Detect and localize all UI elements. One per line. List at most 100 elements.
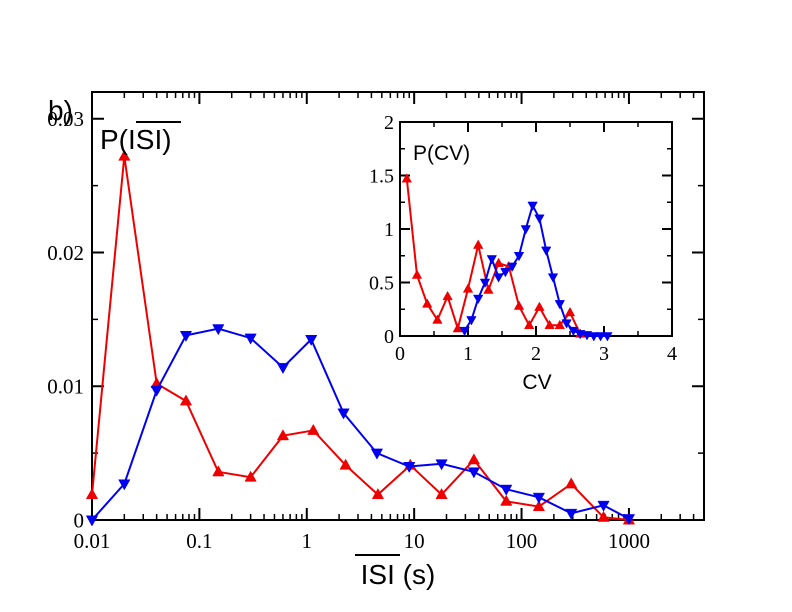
data-point-red [565, 477, 578, 489]
main-title: P(ISI) [100, 124, 172, 155]
data-point-red [276, 429, 290, 441]
data-point-red [432, 314, 443, 324]
data-point-blue [561, 319, 572, 329]
y-tick-label: 1 [384, 219, 394, 241]
data-point-red [339, 458, 352, 470]
data-point-blue [370, 448, 384, 460]
data-point-blue [337, 408, 350, 420]
data-point-blue [435, 459, 448, 471]
data-point-blue [244, 333, 257, 345]
main-title-group: P(ISI) [100, 121, 181, 155]
series-line-red [91, 156, 630, 521]
data-point-blue [513, 252, 525, 262]
x-tick-label: 10 [404, 529, 425, 553]
data-point-blue [534, 214, 545, 224]
x-tick-label: 100 [506, 529, 538, 553]
data-point-red [307, 423, 320, 435]
data-point-red [532, 500, 546, 512]
y-tick-label: 0 [384, 326, 394, 348]
data-point-red [544, 319, 555, 330]
data-point-blue [588, 332, 599, 342]
y-tick-label: 1.5 [369, 166, 394, 188]
y-tick-label: 0 [74, 508, 85, 532]
x-tick-label: 1 [302, 529, 313, 553]
data-point-red [500, 494, 513, 506]
main-xlabel-group: ISI (s) [355, 554, 436, 590]
data-point-blue [527, 201, 538, 211]
y-tick-label: 0.5 [369, 273, 394, 295]
data-point-red [179, 394, 193, 406]
x-tick-label: 4 [667, 343, 677, 365]
data-point-blue [486, 255, 497, 265]
data-point-red [467, 453, 481, 465]
data-point-blue [520, 225, 531, 235]
data-point-red [473, 239, 484, 249]
data-point-blue [595, 332, 606, 342]
data-point-blue [500, 268, 511, 278]
main-panel-label-group: b) [48, 95, 73, 126]
x-tick-label: 0.01 [74, 529, 111, 553]
series-blue [459, 201, 613, 342]
data-point-blue [276, 363, 290, 375]
data-point-blue [532, 492, 546, 504]
x-tick-label: 1 [463, 343, 473, 365]
data-point-red [212, 465, 225, 477]
data-point-blue [212, 324, 225, 336]
main-x-axis-label: ISI (s) [361, 559, 436, 590]
data-point-blue [85, 515, 99, 527]
series-line-blue [463, 202, 608, 337]
data-point-blue [565, 508, 578, 520]
series-line-blue [91, 327, 630, 521]
data-point-red [462, 283, 474, 293]
data-point-blue [547, 273, 559, 283]
series-red [401, 173, 586, 338]
data-point-blue [179, 330, 193, 342]
data-point-red [244, 470, 257, 482]
data-point-blue [479, 278, 491, 289]
inset-series [401, 173, 613, 342]
data-point-blue [507, 262, 518, 272]
y-tick-label: 0.03 [47, 107, 84, 131]
series-blue [85, 324, 636, 527]
data-point-red [534, 301, 545, 311]
data-point-blue [554, 300, 565, 310]
y-tick-label: 0.02 [47, 241, 84, 265]
main-series [85, 149, 636, 527]
data-point-red [401, 173, 412, 183]
data-point-red [513, 300, 525, 310]
data-point-red [597, 510, 610, 522]
data-point-red [85, 488, 99, 500]
inset-ticks: 0 1 2 3 4 0 0.5 1 1.5 2 [369, 112, 677, 365]
x-tick-label: 2 [531, 343, 541, 365]
data-point-blue [597, 500, 610, 512]
inset-x-axis-label: CV [522, 371, 551, 394]
data-point-blue [493, 273, 504, 283]
y-tick-label: 0.01 [47, 375, 84, 399]
data-point-red [483, 284, 494, 294]
data-point-blue [467, 467, 481, 479]
data-point-blue [622, 514, 636, 526]
x-tick-label: 0 [395, 343, 405, 365]
data-point-blue [305, 334, 318, 346]
panel-label: b) [48, 95, 73, 126]
inset-plot-area: 0 1 2 3 4 0 0.5 1 1.5 2 P(CV) CV [369, 112, 677, 394]
data-point-red [442, 290, 453, 301]
data-point-blue [118, 479, 131, 491]
data-point-blue [466, 316, 477, 326]
data-point-red [564, 306, 576, 317]
x-tick-label: 0.1 [186, 529, 212, 553]
y-tick-label: 2 [384, 112, 394, 134]
data-point-blue [459, 326, 470, 337]
x-tick-label: 1000 [608, 529, 650, 553]
inset-title: P(CV) [413, 142, 470, 165]
x-tick-label: 3 [599, 343, 609, 365]
data-point-red [422, 298, 433, 308]
data-point-blue [500, 484, 513, 496]
data-point-blue [403, 462, 416, 474]
data-point-red [493, 257, 504, 267]
data-point-red [554, 319, 565, 330]
data-point-red [371, 488, 385, 500]
data-point-blue [473, 294, 484, 305]
